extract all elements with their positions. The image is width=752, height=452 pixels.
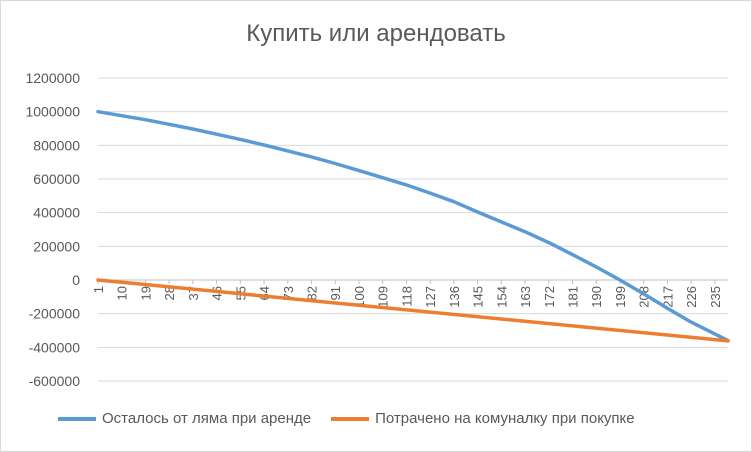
x-tick-label: 19 — [138, 286, 153, 300]
x-tick-label: 100 — [352, 286, 367, 308]
x-tick-label: 145 — [471, 286, 486, 308]
x-tick-label: 109 — [376, 286, 391, 308]
y-tick-label: 400000 — [33, 205, 80, 221]
x-tick-label: 118 — [399, 286, 414, 307]
x-tick-label: 172 — [542, 286, 557, 308]
x-tick-label: 10 — [115, 286, 130, 300]
x-tick-label: 91 — [328, 286, 343, 300]
y-tick-label: -600000 — [29, 373, 81, 389]
y-tick-label: -200000 — [29, 306, 81, 322]
x-tick-label: 181 — [565, 286, 580, 308]
series-line-utilities — [96, 278, 730, 343]
x-tick-label: 28 — [162, 286, 177, 300]
x-tick-label: 1 — [91, 286, 106, 293]
legend-label-rent: Осталось от ляма при аренде — [102, 410, 312, 427]
y-tick-label: 1000000 — [25, 104, 80, 120]
x-tick-label: 199 — [613, 286, 628, 308]
y-tick-label: 800000 — [33, 137, 80, 153]
legend-item-utilities: Потрачено на комуналку при покупке — [331, 410, 635, 427]
x-tick-label: 226 — [684, 286, 699, 308]
y-tick-label: 600000 — [33, 171, 80, 187]
y-tick-label: -400000 — [29, 339, 81, 355]
chart-title: Купить или арендовать — [246, 20, 506, 47]
legend-item-rent: Осталось от ляма при аренде — [58, 410, 311, 427]
x-tick-label: 136 — [447, 286, 462, 308]
y-tick-label: 0 — [72, 272, 80, 288]
legend-swatch-utilities — [331, 416, 370, 421]
legend-label-utilities: Потрачено на комуналку при покупке — [375, 410, 635, 427]
x-tick-label: 217 — [660, 286, 675, 308]
legend-swatch-rent — [58, 416, 96, 421]
x-tick-label: 235 — [708, 286, 723, 308]
y-tick-label: 200000 — [33, 238, 80, 254]
x-tick-label: 82 — [305, 286, 320, 300]
series-line-rent — [96, 109, 730, 343]
x-tick-label: 163 — [518, 286, 533, 308]
x-tick-label: 190 — [589, 286, 604, 308]
x-tick-label: 127 — [423, 286, 438, 308]
legend: Осталось от ляма при аренде Потрачено на… — [58, 410, 635, 427]
y-tick-label: 1200000 — [25, 70, 80, 86]
x-tick-label: 154 — [494, 286, 509, 308]
